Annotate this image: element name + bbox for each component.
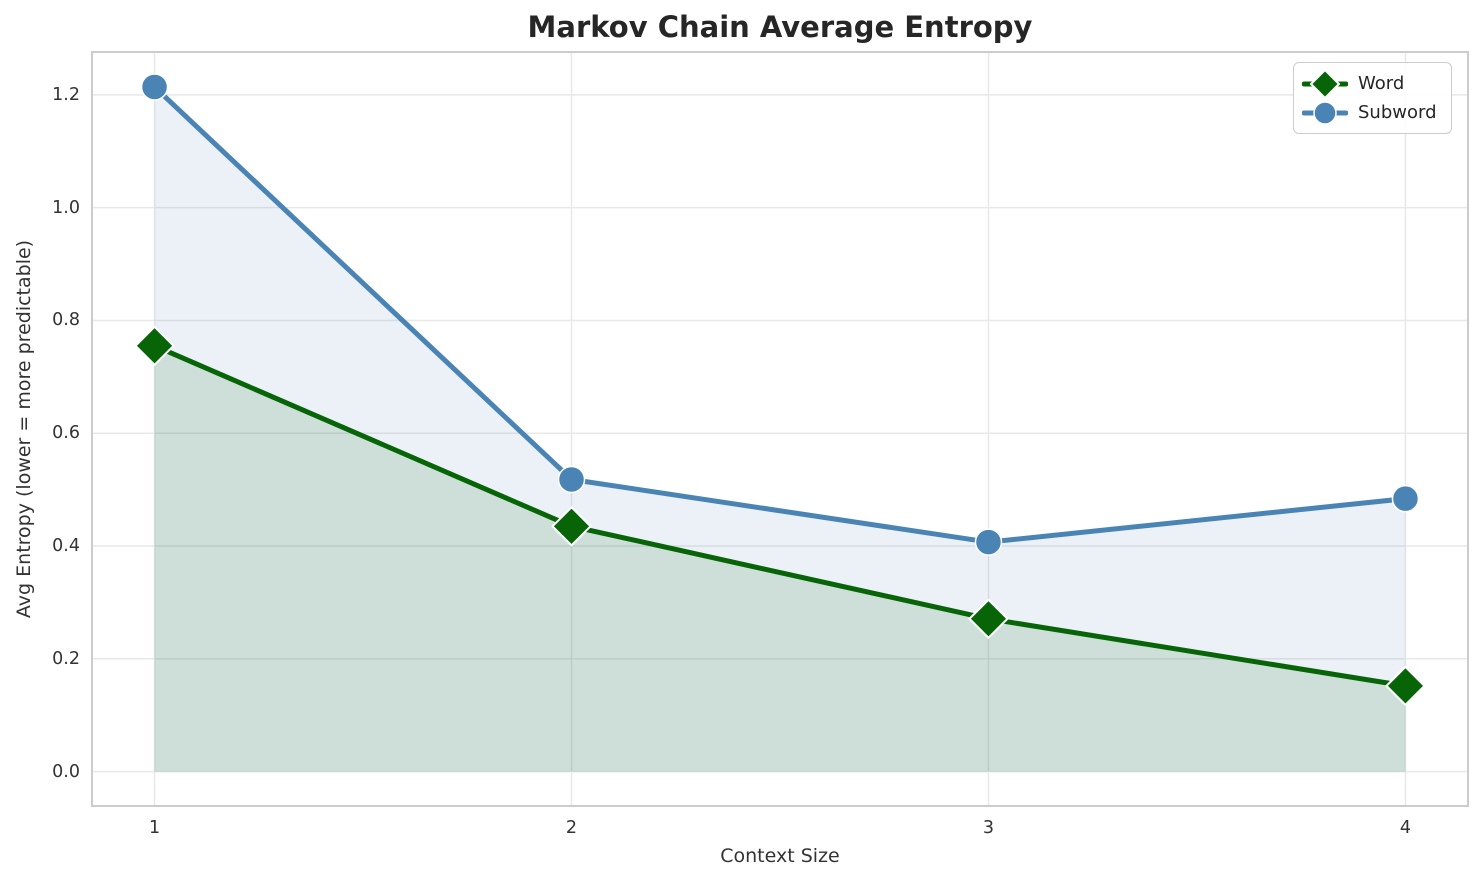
y-tick-label: 0.4 [52, 536, 80, 557]
legend-item-word: Word [1302, 69, 1437, 98]
area-fill-subword [154, 86, 1406, 772]
y-tick-label: 0.0 [52, 761, 80, 782]
line-subword [152, 84, 1408, 545]
marker-diamond-word [1385, 665, 1426, 706]
plot-border [91, 51, 1469, 807]
y-tick-label: 0.2 [52, 648, 80, 669]
marker-circle-subword [974, 528, 1003, 556]
legend-marker-circle-icon [1302, 100, 1348, 125]
line-word [152, 343, 1408, 689]
y-tick-label: 0.6 [52, 423, 80, 444]
x-axis-label: Context Size [720, 845, 840, 867]
y-tick-label: 1.0 [52, 197, 80, 218]
x-tick-label: 1 [148, 818, 161, 838]
marker-circle-subword [140, 73, 169, 101]
legend-marker-diamond-icon [1302, 69, 1348, 98]
marker-diamond-word [134, 325, 175, 366]
y-tick-label: 1.2 [52, 84, 80, 105]
legend-label: Subword [1358, 102, 1437, 123]
marker-diamond-word [551, 506, 592, 547]
x-tick-label: 2 [565, 818, 578, 838]
legend-item-subword: Subword [1302, 99, 1437, 126]
y-axis-label: Avg Entropy (lower = more predictable) [13, 239, 35, 619]
x-tick-label: 4 [1399, 818, 1412, 838]
area-fill-word [154, 345, 1406, 772]
chart-title: Markov Chain Average Entropy [527, 10, 1033, 44]
x-tick-label: 3 [982, 818, 995, 838]
legend-label: Word [1358, 73, 1405, 94]
marker-diamond-word [968, 598, 1009, 639]
marker-circle-subword [1391, 484, 1420, 513]
legend: Word Subword [1293, 62, 1452, 134]
marker-circle-subword [557, 465, 586, 494]
y-tick-label: 0.8 [52, 310, 80, 331]
